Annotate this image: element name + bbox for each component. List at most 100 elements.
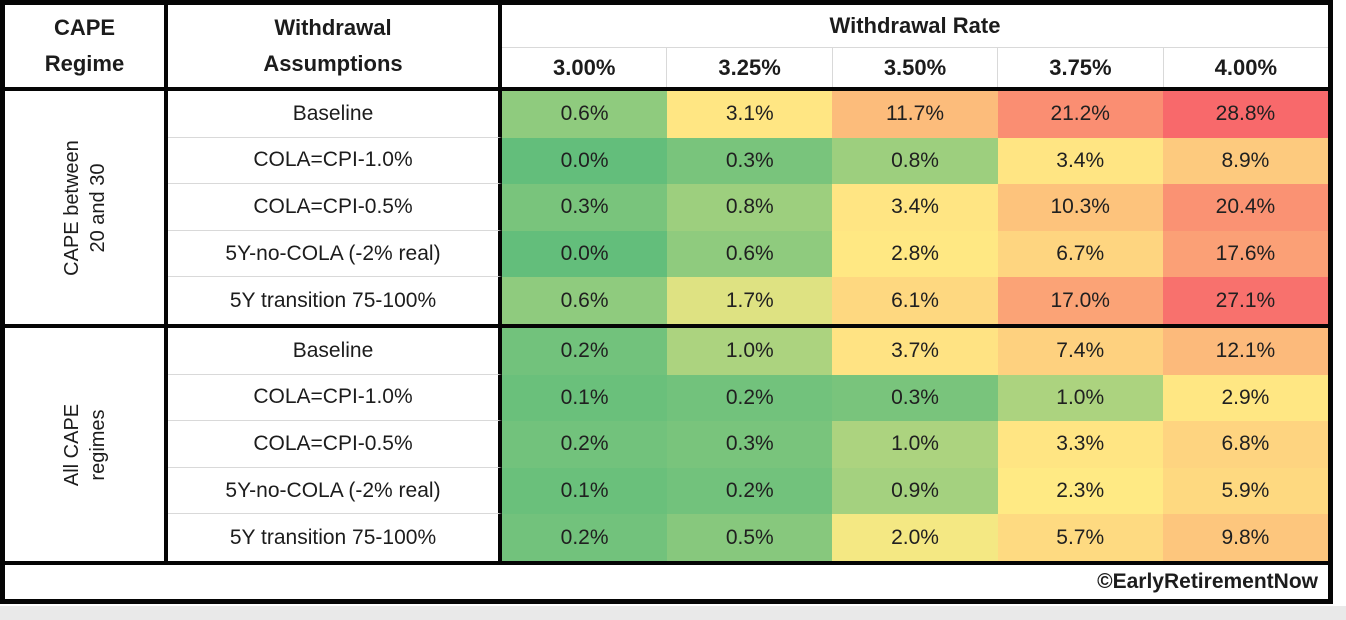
heat-cell: 7.4% [997, 328, 1163, 375]
heat-cell: 8.9% [1162, 137, 1329, 185]
table-row: 5Y-no-COLA (-2% real) 0.1% 0.2% 0.9% 2.3… [168, 467, 1329, 515]
assumptions-header-cell: Withdrawal Assumptions [168, 5, 502, 87]
heat-cell: 1.0% [832, 421, 998, 468]
heat-cell: 0.1% [502, 374, 668, 422]
regime-label-cell: CAPE between 20 and 30 [5, 91, 168, 324]
table-row: Baseline 0.6% 3.1% 11.7% 21.2% 28.8% [168, 91, 1329, 138]
rate-column-header: 3.50% [831, 48, 997, 87]
heat-cell: 0.6% [502, 91, 668, 138]
heat-cell: 6.1% [832, 277, 998, 324]
heat-cell: 3.1% [667, 91, 833, 138]
assumption-label: Baseline [168, 328, 502, 375]
heat-cell: 27.1% [1162, 277, 1329, 324]
heat-cell: 6.8% [1162, 421, 1329, 468]
page-background-strip [0, 606, 1346, 620]
table-row: 5Y-no-COLA (-2% real) 0.0% 0.6% 2.8% 6.7… [168, 230, 1329, 278]
table-row: Baseline 0.2% 1.0% 3.7% 7.4% 12.1% [168, 328, 1329, 375]
heat-cell: 0.5% [667, 514, 833, 561]
heat-cell: 0.2% [502, 514, 668, 561]
withdrawal-rate-title: Withdrawal Rate [502, 5, 1328, 48]
rate-column-header: 3.75% [997, 48, 1162, 87]
heat-cell: 2.9% [1162, 374, 1329, 422]
assumption-label: 5Y transition 75-100% [168, 277, 502, 324]
heat-cell: 0.6% [667, 230, 833, 278]
heat-cell: 3.4% [832, 184, 998, 231]
heat-cell: 17.6% [1162, 230, 1329, 278]
heat-cell: 21.2% [997, 91, 1163, 138]
heat-cell: 0.9% [832, 467, 998, 515]
regime-header-line1: CAPE [53, 15, 116, 40]
regime-label-line1: All CAPE [60, 403, 83, 486]
assumptions-header-line1: Withdrawal [274, 15, 392, 40]
heat-cell: 11.7% [832, 91, 998, 138]
heat-cell: 0.6% [502, 277, 668, 324]
table-row: COLA=CPI-1.0% 0.1% 0.2% 0.3% 1.0% 2.9% [168, 374, 1329, 422]
heat-cell: 2.0% [832, 514, 998, 561]
footer-credit: ©EarlyRetirementNow [1097, 570, 1318, 593]
regime-label-line2: 20 and 30 [86, 163, 109, 252]
heat-cell: 2.3% [997, 467, 1163, 515]
regime-label-line2: regimes [86, 408, 109, 481]
assumption-label: 5Y-no-COLA (-2% real) [168, 230, 502, 278]
heat-cell: 0.3% [667, 421, 833, 468]
withdrawal-rate-header: Withdrawal Rate 3.00% 3.25% 3.50% 3.75% … [502, 5, 1328, 87]
heat-cell: 0.0% [502, 137, 668, 185]
table-row: COLA=CPI-0.5% 0.2% 0.3% 1.0% 3.3% 6.8% [168, 421, 1329, 468]
heat-cell: 0.3% [667, 137, 833, 185]
assumption-label: 5Y transition 75-100% [168, 514, 502, 561]
regime-group-cape-20-30: CAPE between 20 and 30 Baseline 0.6% 3.1… [5, 91, 1329, 328]
assumptions-header-line2: Assumptions [263, 51, 403, 76]
assumption-label: Baseline [168, 91, 502, 138]
heat-cell: 1.0% [667, 328, 833, 375]
heat-cell: 5.7% [997, 514, 1163, 561]
heat-cell: 6.7% [997, 230, 1163, 278]
heat-cell: 5.9% [1162, 467, 1329, 515]
regime-label-line1: CAPE between [60, 139, 83, 276]
heat-cell: 20.4% [1162, 184, 1329, 231]
assumption-label: COLA=CPI-1.0% [168, 137, 502, 185]
group-rows: Baseline 0.2% 1.0% 3.7% 7.4% 12.1% COLA=… [168, 328, 1329, 561]
rate-columns-row: 3.00% 3.25% 3.50% 3.75% 4.00% [502, 48, 1328, 87]
assumption-label: COLA=CPI-0.5% [168, 421, 502, 468]
table-row: 5Y transition 75-100% 0.2% 0.5% 2.0% 5.7… [168, 514, 1329, 561]
footer-row: ©EarlyRetirementNow [5, 565, 1328, 599]
assumption-label: COLA=CPI-1.0% [168, 374, 502, 422]
rotated-regime-label: CAPE between 20 and 30 [59, 90, 111, 325]
assumption-label: COLA=CPI-0.5% [168, 184, 502, 231]
heat-cell: 0.0% [502, 230, 668, 278]
heat-cell: 28.8% [1162, 91, 1329, 138]
heat-cell: 0.2% [667, 374, 833, 422]
regime-label-cell: All CAPE regimes [5, 328, 168, 561]
heat-cell: 0.3% [502, 184, 668, 231]
table-row: 5Y transition 75-100% 0.6% 1.7% 6.1% 17.… [168, 277, 1329, 324]
heat-cell: 0.2% [667, 467, 833, 515]
regime-group-all-cape: All CAPE regimes Baseline 0.2% 1.0% 3.7%… [5, 328, 1329, 565]
heat-cell: 0.2% [502, 421, 668, 468]
heat-cell: 2.8% [832, 230, 998, 278]
heat-cell: 0.2% [502, 328, 668, 375]
rate-column-header: 3.00% [553, 54, 616, 80]
table-row: COLA=CPI-0.5% 0.3% 0.8% 3.4% 10.3% 20.4% [168, 184, 1329, 231]
heat-cell: 12.1% [1162, 328, 1329, 375]
heat-cell: 1.7% [667, 277, 833, 324]
rotated-regime-label: All CAPE regimes [59, 327, 111, 562]
heatmap-table: CAPE Regime Withdrawal Assumptions Withd… [0, 0, 1333, 604]
heat-cell: 3.3% [997, 421, 1163, 468]
rate-column-header: 4.00% [1162, 48, 1328, 87]
heat-cell: 3.7% [832, 328, 998, 375]
heat-cell: 17.0% [997, 277, 1163, 324]
heat-cell: 9.8% [1162, 514, 1329, 561]
group-rows: Baseline 0.6% 3.1% 11.7% 21.2% 28.8% COL… [168, 91, 1329, 324]
rate-column-header: 3.25% [666, 48, 831, 87]
assumption-label: 5Y-no-COLA (-2% real) [168, 467, 502, 515]
heat-cell: 1.0% [997, 374, 1163, 422]
heat-cell: 10.3% [997, 184, 1163, 231]
table-header-row: CAPE Regime Withdrawal Assumptions Withd… [5, 5, 1328, 91]
regime-header-cell: CAPE Regime [5, 5, 168, 87]
heat-cell: 0.3% [832, 374, 998, 422]
table-row: COLA=CPI-1.0% 0.0% 0.3% 0.8% 3.4% 8.9% [168, 137, 1329, 185]
heat-cell: 3.4% [997, 137, 1163, 185]
regime-header-line2: Regime [44, 51, 125, 76]
heat-cell: 0.8% [832, 137, 998, 185]
